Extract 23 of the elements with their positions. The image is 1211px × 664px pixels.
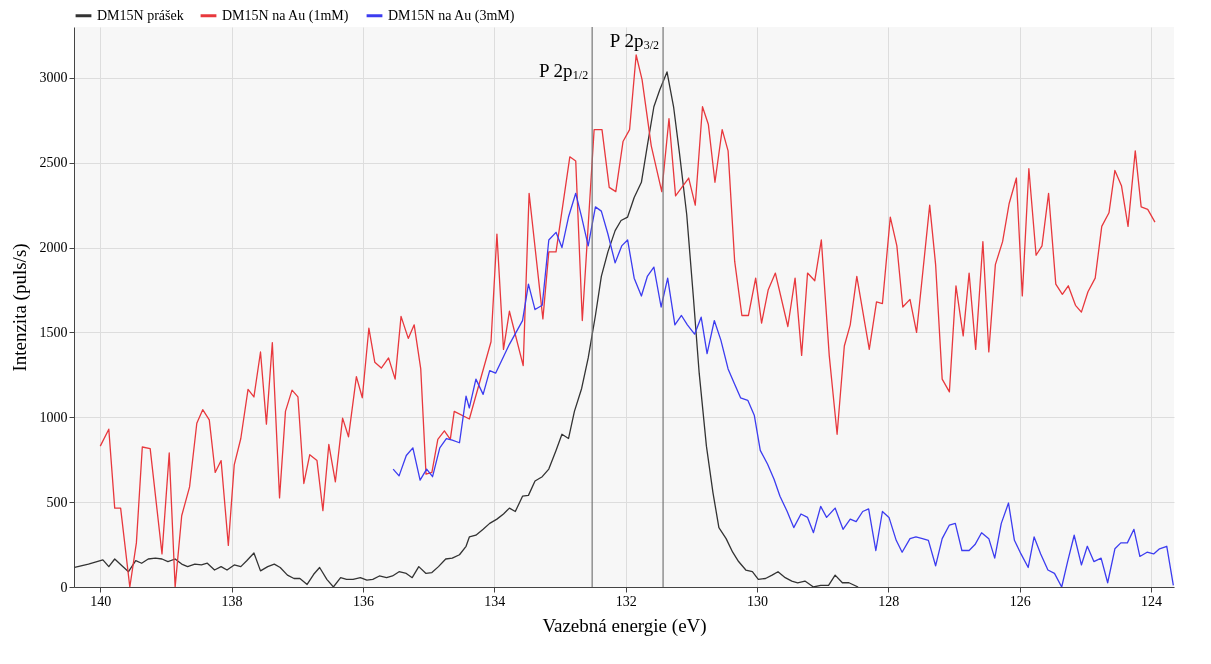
legend-label: DM15N na Au (1mM)	[222, 7, 349, 24]
x-axis-title: Vazebná energie (eV)	[542, 614, 707, 637]
legend-label: DM15N prášek	[97, 7, 184, 23]
x-tick-label: 140	[90, 593, 112, 609]
x-tick-label: 130	[746, 593, 768, 609]
y-axis-title: Intenzita (puls/s)	[8, 243, 31, 372]
x-tick-label: 128	[878, 593, 900, 609]
x-tick-label: 136	[352, 593, 374, 609]
y-tick-label: 500	[46, 494, 68, 510]
y-tick-label: 3000	[39, 70, 68, 86]
y-tick-label: 2000	[39, 240, 68, 256]
y-tick-label: 0	[60, 579, 68, 595]
legend-label: DM15N na Au (3mM)	[388, 7, 515, 24]
line-series	[392, 192, 1174, 587]
y-tick-label: 2500	[39, 155, 68, 171]
x-tick-label: 138	[221, 593, 243, 609]
x-tick-label: 132	[615, 593, 637, 609]
x-tick-label: 124	[1141, 593, 1163, 609]
line-series	[99, 54, 1156, 587]
y-tick-label: 1500	[39, 324, 68, 340]
x-tick-label: 134	[484, 593, 506, 609]
y-tick-label: 1000	[39, 409, 68, 425]
x-tick-label: 126	[1009, 593, 1031, 609]
